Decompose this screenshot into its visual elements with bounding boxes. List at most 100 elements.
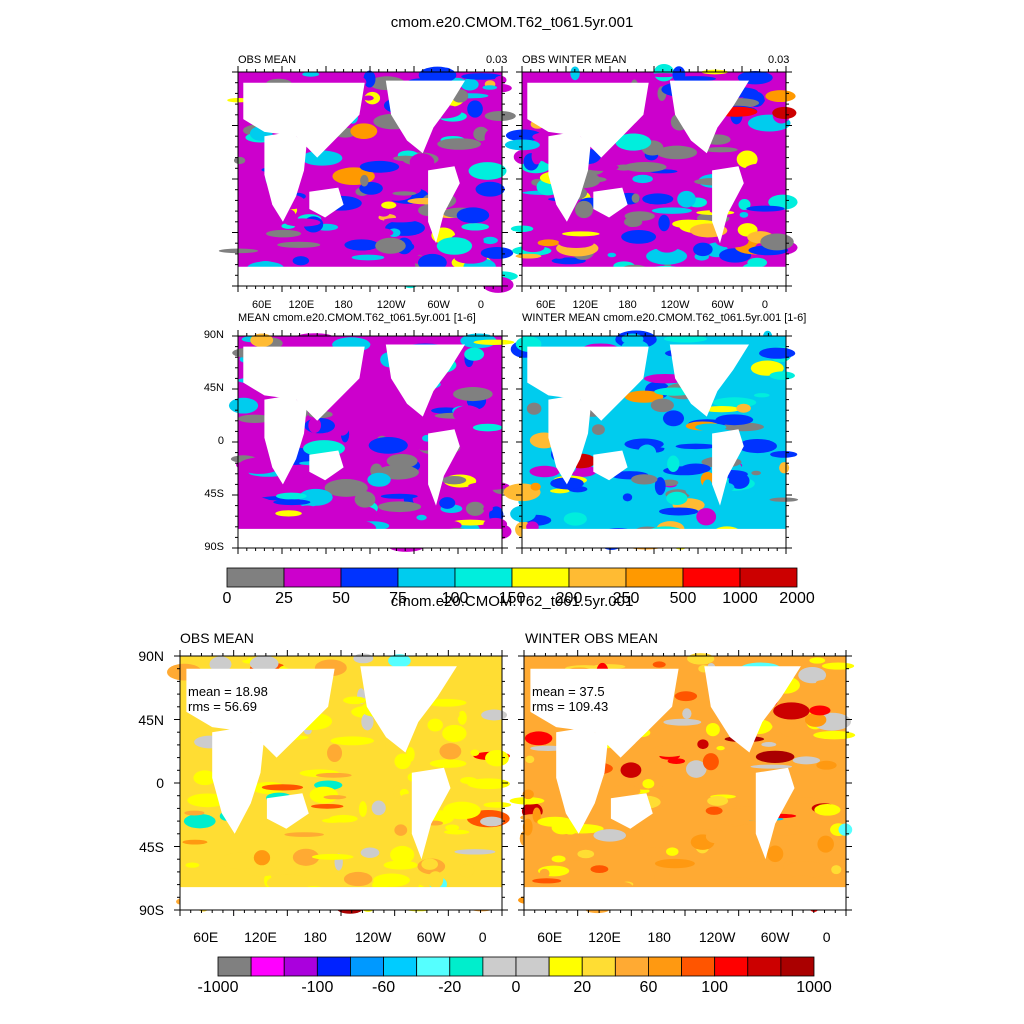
panel-bottom-obs-map-blob (360, 847, 380, 858)
colorbar-top-label-8: 500 (669, 590, 697, 607)
panel-obs-mean-map-blob (454, 252, 487, 264)
panel-model-winter-map-blob (550, 488, 570, 494)
panel-obs-mean-map-blob (370, 195, 387, 212)
panel-bottom-winter-map-blob (813, 730, 856, 740)
panel-model-mean-map-land-4 (428, 429, 460, 506)
panel-model-mean-map-blob (367, 472, 391, 487)
panel-model-winter-map-blob (675, 443, 717, 450)
panel-bottom-obs-mean-stat: mean = 18.98 (188, 684, 268, 699)
panel-bottom-obs-map-blob (390, 845, 415, 864)
panel-obs-mean-map-blob (360, 174, 369, 187)
panel-bottom-obs-map-blob (467, 778, 510, 790)
panel-obs-mean-map-blob (383, 217, 417, 223)
panel-model-mean-map-blob (439, 520, 462, 531)
panel-bottom-obs-map-blob (249, 655, 279, 672)
panel-bottom-winter-map-blob (814, 803, 841, 816)
x-tick-label-bottom-left-2: 180 (303, 929, 327, 945)
panel-model-mean-map-land-2 (309, 450, 344, 481)
x-tick-label-bottom-right-2: 180 (647, 929, 671, 945)
colorbar-bottom-label-6: 60 (639, 979, 658, 996)
panel-model-mean-map-blob (446, 373, 469, 388)
panel-obs-winter-map-land-0 (548, 131, 591, 222)
panel-bottom-obs-map-land-5 (180, 887, 502, 910)
panel-bottom-winter-map-blob (663, 718, 702, 726)
y-tick-label-top-3: 45S (204, 488, 224, 500)
colorbar-top-segment (283, 567, 342, 588)
panel-bottom-winter-map-blob (725, 807, 751, 826)
panel-bottom-winter-map-land-3 (704, 666, 801, 753)
panel-obs-mean-map-blob (468, 162, 507, 180)
panel-bottom-winter-map-blob (767, 845, 784, 863)
panel-obs-mean-map-blob (484, 110, 516, 121)
colorbar-bottom-label-1: -100 (301, 979, 334, 996)
y-tick-label-top-2: 0 (217, 435, 224, 447)
panel-model-mean-map-blob (238, 457, 281, 474)
panel-obs-winter-map-land-4 (712, 166, 744, 244)
panel-obs-winter-map-blob (585, 163, 619, 171)
panel-bottom-winter-map (509, 650, 856, 916)
panel-bottom-winter-map-blob (804, 712, 827, 727)
panel-model-winter-map-blob (536, 456, 554, 463)
colorbar-top-label-1: 25 (275, 590, 293, 607)
panel-obs-winter-map-blob (607, 252, 617, 258)
panel-model-mean-map-blob (416, 514, 427, 521)
panel-bottom-obs-map-blob (184, 810, 205, 816)
panel-obs-winter-map-blob (531, 147, 542, 165)
colorbar-top-segment (397, 567, 456, 588)
panel-model-mean-map-blob (380, 493, 418, 499)
panel-model-winter-map-blob (624, 390, 664, 403)
panel-model-mean-map-blob (347, 505, 378, 522)
panel-model-winter-map-blob (695, 423, 727, 431)
panel-model-winter-map-blob (769, 497, 799, 502)
panel-model-mean-map-blob (401, 510, 422, 527)
panel-model-winter-map-blob (740, 489, 752, 495)
panel-model-mean-map-blob (453, 405, 482, 424)
panel-obs-winter-map (504, 63, 798, 292)
panel-obs-winter-map-blob (537, 239, 560, 247)
panel-bottom-winter-title: WINTER OBS MEAN (525, 630, 659, 646)
panel-bottom-winter-map-blob (522, 789, 534, 800)
panel-bottom-winter-map-blob (524, 731, 553, 746)
panel-bottom-winter-map-blob (817, 835, 834, 853)
colorbar-bottom-segment (780, 956, 815, 977)
panel-model-mean-map-blob (396, 426, 411, 442)
panel-bottom-winter-map-blob (773, 702, 810, 720)
panel-obs-mean-map-land-1 (243, 82, 365, 158)
panel-obs-winter-map-blob (653, 63, 675, 82)
panel-bottom-obs-map-blob (284, 832, 324, 837)
panel-bottom-winter-map-blob (788, 875, 818, 887)
y-tick-label-bottom-3: 45S (139, 838, 164, 855)
panel-bottom-obs-map-blob (371, 800, 386, 816)
panel-bottom-winter-map-blob (815, 679, 836, 686)
panel-model-winter-map-blob (654, 477, 666, 496)
colorbar-bottom-segment (515, 956, 550, 977)
colorbar-bottom-segment (581, 956, 616, 977)
colorbar-bottom-segment (681, 956, 716, 977)
panel-bottom-obs-map-blob (327, 744, 343, 763)
x-tick-label-obs-winter-3: 120W (660, 299, 690, 311)
panel-obs-mean-map-blob (460, 78, 479, 91)
panel-bottom-winter-map-blob (707, 796, 729, 806)
panel-obs-winter-map-land-1 (527, 82, 649, 158)
panel-model-winter-map-blob (637, 444, 657, 462)
panel-bottom-obs-map-blob (392, 785, 402, 798)
panel-bottom-obs-map-blob (318, 825, 331, 839)
panel-obs-winter-map-blob (521, 242, 545, 253)
panel-bottom-obs-map-blob (343, 696, 367, 705)
colorbar-top-segment (454, 567, 513, 588)
panel-obs-mean-map-blob (475, 181, 505, 197)
y-tick-label-top-4: 90S (204, 541, 224, 553)
panel-model-mean-map-blob (373, 403, 394, 412)
colorbar-top-label-4: 100 (441, 590, 469, 607)
panel-obs-mean-map-blob (494, 75, 507, 85)
panel-obs-mean-map-blob (266, 229, 302, 238)
panel-obs-winter-map-blob (654, 234, 681, 253)
y-tick-label-top-1: 45N (203, 382, 224, 394)
panel-bottom-winter-map-blob (532, 807, 541, 823)
x-tick-label-obs-winter-4: 60W (711, 299, 734, 311)
panel-model-winter-map-land-4 (712, 429, 744, 506)
panel-bottom-obs-map-blob (315, 772, 352, 778)
panel-bottom-winter-map-blob (651, 745, 687, 757)
panel-model-winter-map-blob (759, 347, 796, 359)
